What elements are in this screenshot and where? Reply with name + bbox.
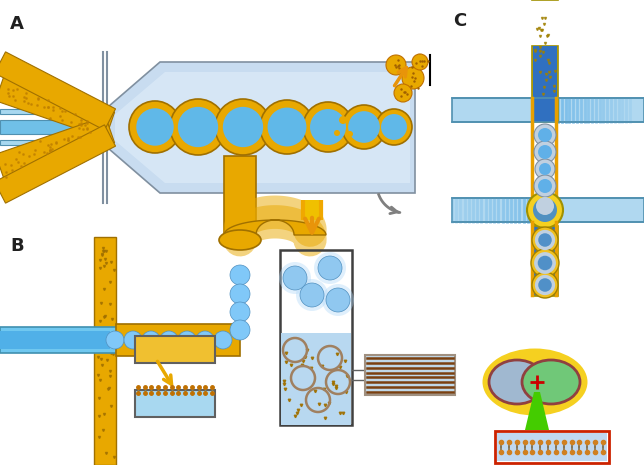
Bar — [452, 198, 532, 222]
Circle shape — [533, 198, 557, 222]
Circle shape — [402, 67, 424, 89]
Circle shape — [538, 256, 553, 270]
Circle shape — [348, 111, 380, 143]
Circle shape — [106, 331, 124, 349]
Circle shape — [160, 331, 178, 349]
Bar — [135, 336, 215, 363]
Circle shape — [539, 163, 551, 175]
Bar — [0, 331, 110, 349]
Bar — [558, 98, 644, 122]
Circle shape — [538, 179, 552, 193]
Bar — [532, 46, 558, 122]
Circle shape — [230, 302, 250, 322]
Polygon shape — [115, 72, 410, 183]
Bar — [135, 390, 215, 417]
Bar — [0, 327, 175, 353]
Circle shape — [394, 84, 412, 102]
Circle shape — [178, 107, 218, 147]
Bar — [558, 198, 644, 222]
Text: A: A — [10, 15, 24, 33]
Circle shape — [214, 331, 232, 349]
Bar — [532, 226, 558, 296]
Polygon shape — [0, 125, 115, 203]
Circle shape — [170, 99, 226, 155]
Circle shape — [196, 331, 214, 349]
Circle shape — [300, 283, 324, 307]
Circle shape — [124, 331, 142, 349]
Circle shape — [538, 233, 552, 247]
Circle shape — [223, 107, 263, 147]
Circle shape — [386, 55, 406, 75]
Circle shape — [296, 279, 328, 311]
Ellipse shape — [219, 230, 261, 250]
Circle shape — [527, 192, 563, 228]
Ellipse shape — [522, 360, 580, 404]
Circle shape — [534, 124, 556, 146]
Polygon shape — [0, 74, 115, 139]
Bar — [533, 46, 557, 122]
Ellipse shape — [489, 360, 545, 404]
Bar — [116, 324, 240, 356]
Bar — [224, 156, 256, 240]
Circle shape — [534, 175, 556, 197]
Polygon shape — [0, 52, 115, 130]
Bar — [365, 355, 455, 395]
Polygon shape — [0, 116, 115, 181]
Circle shape — [531, 249, 559, 277]
Circle shape — [412, 54, 428, 70]
Circle shape — [137, 108, 174, 146]
Ellipse shape — [482, 348, 587, 416]
Circle shape — [260, 100, 314, 154]
Bar — [532, 226, 558, 296]
Polygon shape — [224, 220, 326, 235]
Circle shape — [142, 331, 160, 349]
Circle shape — [538, 278, 552, 292]
Circle shape — [230, 320, 250, 340]
Text: C: C — [453, 12, 466, 30]
Circle shape — [230, 284, 250, 304]
Circle shape — [535, 275, 555, 295]
Circle shape — [279, 262, 311, 294]
Circle shape — [339, 116, 347, 124]
Circle shape — [303, 102, 353, 152]
Bar — [0, 140, 107, 146]
Circle shape — [535, 159, 555, 179]
Bar — [281, 343, 351, 424]
Circle shape — [347, 131, 353, 137]
Bar — [280, 250, 352, 425]
Bar — [0, 120, 107, 134]
Circle shape — [215, 99, 271, 155]
Circle shape — [322, 284, 354, 316]
Circle shape — [538, 145, 552, 159]
Circle shape — [326, 288, 350, 312]
Circle shape — [381, 114, 407, 140]
Circle shape — [178, 331, 196, 349]
Circle shape — [314, 252, 346, 284]
Polygon shape — [525, 392, 549, 430]
Circle shape — [532, 227, 558, 253]
Bar — [495, 431, 609, 463]
Bar — [452, 98, 532, 122]
Circle shape — [534, 141, 556, 163]
Circle shape — [376, 109, 412, 145]
Bar — [281, 333, 351, 425]
Circle shape — [536, 197, 554, 215]
Circle shape — [129, 101, 181, 153]
Circle shape — [535, 230, 555, 250]
Circle shape — [310, 109, 346, 145]
Circle shape — [334, 130, 340, 136]
Text: B: B — [10, 237, 24, 255]
Bar — [0, 109, 107, 114]
Circle shape — [534, 252, 556, 274]
Polygon shape — [105, 62, 415, 193]
Circle shape — [230, 265, 250, 285]
Bar — [497, 433, 607, 461]
Circle shape — [283, 266, 307, 290]
Circle shape — [318, 256, 342, 280]
Circle shape — [532, 272, 558, 298]
Circle shape — [342, 105, 386, 149]
Circle shape — [267, 107, 307, 146]
Bar — [94, 237, 116, 465]
Circle shape — [538, 128, 552, 142]
